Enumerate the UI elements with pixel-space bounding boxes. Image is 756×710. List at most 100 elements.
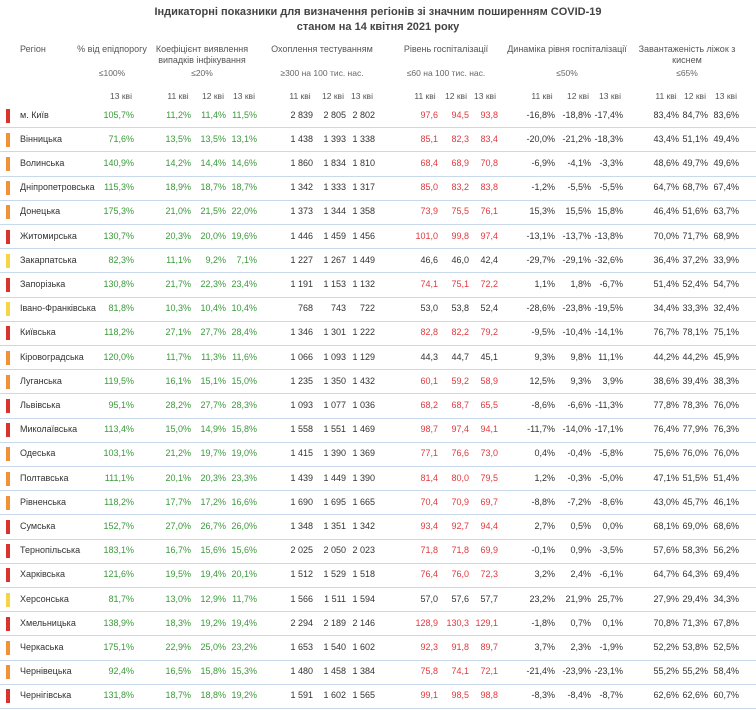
value-cell: 57,0 (420, 593, 438, 604)
table-row: Запорізька 130,8% 21,7% 22,3% 23,4% 1 191 1 15… (0, 273, 756, 298)
value-cell: 9,3% (570, 375, 591, 386)
value-cell: 83,4% (653, 109, 679, 120)
value-cell: 18,3% (165, 617, 191, 628)
value-cell: 1 346 (290, 327, 313, 338)
table-row: Полтавська 111,1% 20,1% 20,3% 23,3% 1 439 1 44… (0, 467, 756, 492)
value-cell: 118,2% (104, 327, 134, 338)
table-row: Івано-Франківська 81,8% 10,3% 10,4% 10,4% 768… (0, 297, 756, 322)
value-cell: 9,2% (205, 254, 226, 265)
region-name: Сумська (20, 520, 56, 531)
region-name: Чернівецька (20, 666, 72, 677)
value-cell: 37,2% (682, 254, 708, 265)
value-cell: 0,5% (570, 520, 591, 531)
value-cell: 9,3% (534, 351, 555, 362)
subtitle: станом на 14 квітня 2021 року (296, 21, 460, 33)
value-cell: -4,1% (567, 157, 591, 168)
status-indicator (6, 665, 10, 680)
table-row: Хмельницька 138,9% 18,3% 19,2% 19,4% 2 294 2 1… (0, 612, 756, 637)
value-cell: 70,8% (653, 617, 679, 628)
day-header: 12 кві (445, 91, 467, 101)
value-cell: 1 449 (352, 254, 375, 265)
value-cell: -3,5% (599, 545, 623, 556)
value-cell: 1 810 (352, 157, 375, 168)
value-cell: -0,1% (531, 545, 555, 556)
value-cell: 14,2% (165, 157, 191, 168)
value-cell: 14,6% (231, 157, 257, 168)
value-cell: 99,1 (420, 690, 438, 701)
value-cell: 1 369 (352, 448, 375, 459)
value-cell: -21,4% (526, 666, 555, 677)
value-cell: 1 512 (290, 569, 313, 580)
value-cell: 16,7% (165, 545, 191, 556)
status-indicator (6, 471, 10, 486)
status-indicator (6, 326, 10, 341)
value-cell: 57,6 (451, 593, 469, 604)
value-cell: 91,8 (451, 641, 469, 652)
value-cell: 1 432 (352, 375, 375, 386)
value-cell: 80,0 (451, 472, 469, 483)
value-cell: 82,3% (108, 254, 134, 265)
value-cell: 1 459 (323, 230, 346, 241)
value-cell: 1 393 (323, 133, 346, 144)
value-cell: 23,2% (231, 641, 257, 652)
value-cell: 27,7% (200, 327, 226, 338)
value-cell: 44,7 (451, 351, 469, 362)
value-cell: 105,7% (103, 109, 134, 120)
value-cell: -5,8% (599, 448, 623, 459)
value-cell: 15,8% (231, 424, 257, 435)
value-cell: -5,0% (599, 472, 623, 483)
value-cell: -32,6% (594, 254, 623, 265)
value-cell: 68,2 (420, 399, 438, 410)
value-cell: 111,1% (104, 472, 134, 483)
value-cell: 27,0% (165, 520, 191, 531)
region-name: Харківська (20, 569, 65, 580)
value-cell: -19,5% (594, 303, 623, 314)
status-indicator (6, 205, 10, 220)
value-cell: -23,1% (594, 666, 623, 677)
value-cell: 57,7 (480, 593, 498, 604)
value-cell: 82,2 (451, 327, 469, 338)
value-cell: -6,6% (567, 399, 591, 410)
value-cell: -16,8% (526, 109, 555, 120)
status-indicator (6, 616, 10, 631)
value-cell: 1 602 (352, 641, 375, 652)
status-indicator (6, 423, 10, 438)
value-cell: 74,1 (420, 278, 438, 289)
value-cell: 1 860 (290, 157, 313, 168)
value-cell: -13,1% (526, 230, 555, 241)
status-indicator (6, 640, 10, 655)
value-cell: 15,0% (165, 424, 191, 435)
value-cell: 101,0 (415, 230, 438, 241)
value-cell: 75,6% (653, 448, 679, 459)
value-cell: -9,5% (531, 327, 555, 338)
value-cell: 15,3% (529, 206, 555, 217)
value-cell: 72,1 (480, 666, 498, 677)
value-cell: 1 384 (352, 666, 375, 677)
value-cell: 2 805 (323, 109, 346, 120)
value-cell: 77,8% (653, 399, 679, 410)
value-cell: 93,8 (480, 109, 498, 120)
value-cell: 59,2 (451, 375, 469, 386)
day-header: 13 кві (474, 91, 496, 101)
region-name: Івано-Франківська (20, 303, 96, 314)
value-cell: -1,8% (531, 617, 555, 628)
value-cell: 1 529 (323, 569, 346, 580)
value-cell: 3,9% (602, 375, 623, 386)
value-cell: 77,1 (420, 448, 438, 459)
value-cell: 68,7 (451, 399, 469, 410)
value-cell: 82,3 (451, 133, 469, 144)
day-header: 12 кві (684, 91, 706, 101)
value-cell: 1 518 (352, 569, 375, 580)
value-cell: 118,2% (104, 496, 134, 507)
value-cell: 130,8% (103, 278, 134, 289)
status-indicator (6, 398, 10, 413)
value-cell: 12,5% (529, 375, 555, 386)
value-cell: 1 511 (324, 593, 346, 604)
threshold: ≥300 на 100 тис. нас. (280, 68, 364, 78)
region-header: Регіон (20, 44, 46, 54)
value-cell: 99,8 (451, 230, 469, 241)
value-cell: -14,0% (562, 424, 591, 435)
value-cell: 97,4 (480, 230, 498, 241)
value-cell: 32,4% (713, 303, 739, 314)
value-cell: 42,4 (480, 254, 498, 265)
